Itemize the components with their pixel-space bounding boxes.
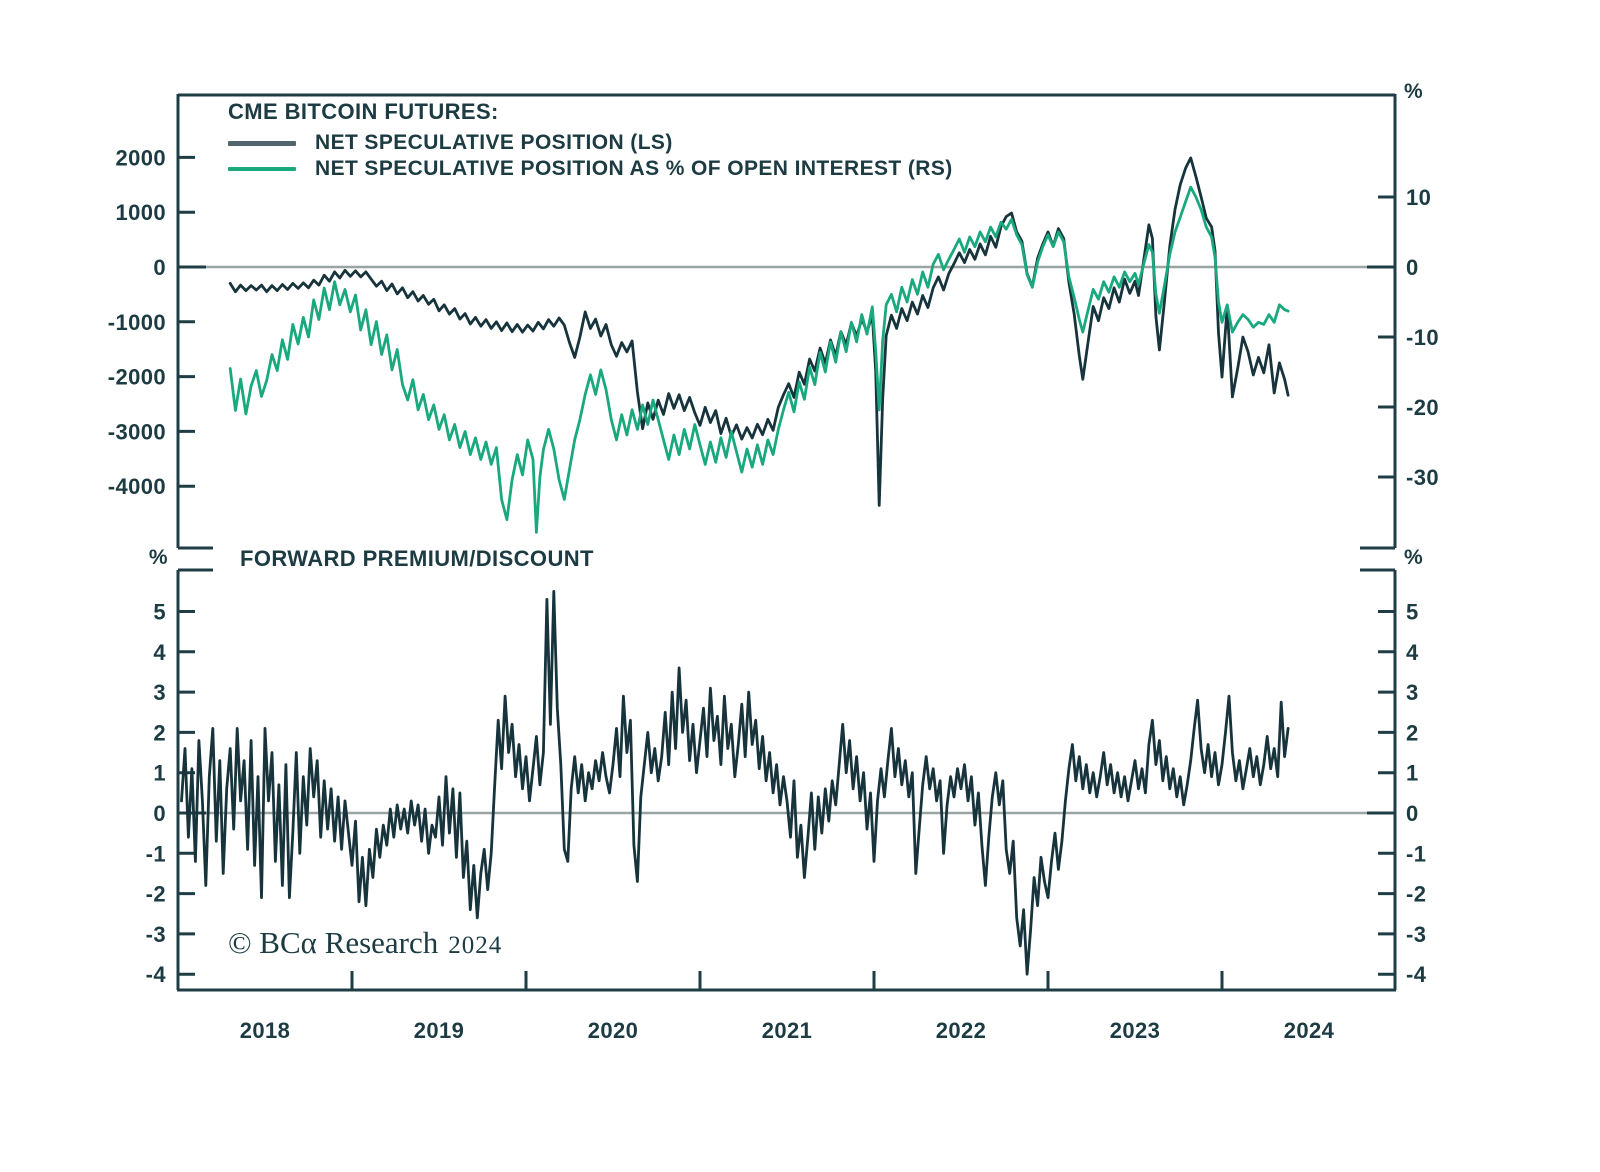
bottom-left-tick-label: -4 [146, 962, 167, 987]
bottom-right-tick-label: 4 [1406, 640, 1419, 665]
bottom-right-tick-label: -3 [1406, 922, 1426, 947]
x-axis-year-label: 2023 [1110, 1018, 1161, 1043]
bottom-left-tick-label: 2 [153, 720, 166, 745]
top-left-tick-label: -1000 [108, 310, 166, 335]
bottom-left-axis-unit: % [148, 546, 168, 569]
forward-premium-discount-line [180, 590, 1290, 976]
bottom-left-tick-label: 4 [153, 640, 166, 665]
legend-item-label: NET SPECULATIVE POSITION AS % OF OPEN IN… [315, 157, 953, 180]
top-right-tick-label: -30 [1406, 465, 1439, 490]
green-line-swatch [228, 167, 296, 171]
copyright: © BCα Research 2024 [228, 925, 502, 961]
bottom-left-tick-label: -3 [146, 922, 166, 947]
top-left-tick-label: 2000 [115, 145, 166, 170]
x-axis-year-label: 2020 [588, 1018, 639, 1043]
top-left-tick-label: -3000 [108, 419, 166, 444]
legend-item-pct-open-interest: NET SPECULATIVE POSITION AS % OF OPEN IN… [228, 156, 953, 182]
bottom-right-tick-label: -4 [1406, 962, 1427, 987]
top-left-tick-label: -2000 [108, 365, 166, 390]
dark-line-swatch [228, 140, 296, 146]
top-right-tick-label: -10 [1406, 325, 1439, 350]
top-left-tick-label: 1000 [115, 200, 166, 225]
copyright-year: 2024 [448, 932, 503, 959]
bottom-left-tick-label: -2 [146, 882, 166, 907]
x-axis-year-label: 2018 [240, 1018, 291, 1043]
bottom-left-tick-label: 1 [153, 761, 166, 786]
bottom-left-tick-label: 0 [153, 801, 166, 826]
bottom-panel-title: FORWARD PREMIUM/DISCOUNT [240, 546, 594, 571]
bottom-right-tick-label: -1 [1406, 841, 1426, 866]
bottom-left-tick-label: 3 [153, 680, 166, 705]
pct-open-interest-line [228, 185, 1290, 534]
top-right-tick-label: -20 [1406, 395, 1439, 420]
x-axis-year-label: 2024 [1284, 1018, 1335, 1043]
legend-title: CME BITCOIN FUTURES: [228, 99, 499, 124]
top-left-tick-label: 0 [153, 255, 166, 280]
top-right-axis-unit: % [1404, 80, 1424, 103]
bottom-right-tick-label: 2 [1406, 720, 1419, 745]
top-right-tick-label: 0 [1406, 255, 1419, 280]
bottom-right-tick-label: 0 [1406, 801, 1419, 826]
top-right-tick-label: 10 [1406, 185, 1431, 210]
x-axis-year-label: 2022 [936, 1018, 987, 1043]
bottom-right-tick-label: 5 [1406, 600, 1419, 625]
bottom-right-tick-label: 1 [1406, 761, 1419, 786]
bottom-right-tick-label: 3 [1406, 680, 1419, 705]
net-speculative-position-line [228, 156, 1290, 507]
top-left-tick-label: -4000 [108, 474, 166, 499]
bottom-right-axis-unit: % [1404, 546, 1424, 569]
legend-item-label: NET SPECULATIVE POSITION (LS) [315, 131, 673, 154]
bottom-left-tick-label: -1 [146, 841, 166, 866]
bottom-right-tick-label: -2 [1406, 882, 1426, 907]
x-axis-year-label: 2021 [762, 1018, 813, 1043]
copyright-text: © BCα Research [228, 925, 439, 960]
bottom-left-tick-label: 5 [153, 600, 166, 625]
x-axis-year-label: 2019 [414, 1018, 465, 1043]
legend-item-net-position: NET SPECULATIVE POSITION (LS) [228, 130, 953, 156]
legend: CME BITCOIN FUTURES: NET SPECULATIVE POS… [228, 99, 953, 182]
